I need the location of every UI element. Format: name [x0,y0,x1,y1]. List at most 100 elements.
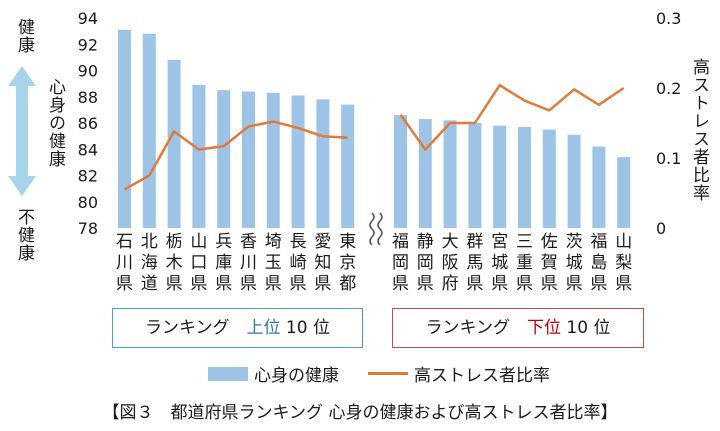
rank-box-top10-highlight: 上位 [246,318,281,338]
category-label: 佐 [541,232,558,252]
health-bar [418,119,432,228]
health-bar [242,91,255,228]
axis-break-left [369,212,375,246]
category-label: 県 [590,274,607,294]
category-label: 兵 [215,232,232,252]
left-tick-label: 92 [78,35,98,54]
left-tick-label: 88 [78,88,98,107]
left-tick-label: 94 [78,9,98,28]
health-bar [394,115,407,228]
category-label: 県 [466,274,483,294]
rank-box-top10-post: 10 位 [280,318,330,338]
left-tick-label: 80 [78,193,98,212]
category-label: 城 [566,253,583,273]
legend-health: 心身の健康 [208,361,339,386]
category-label: 京 [339,253,356,273]
category-label: 知 [314,253,331,273]
category-label: 梨 [615,253,632,273]
health-bar [617,157,631,228]
category-label: 静 [417,232,434,252]
category-label: 茨 [566,232,583,252]
left-axis-label-bottom: 不健康 [14,208,34,262]
left-axis-label-middle: 心身の健康 [45,78,65,168]
category-label: 県 [240,274,257,294]
category-label: 海 [141,253,158,273]
right-tick-label: 0.2 [656,79,681,98]
category-label: 道 [141,274,158,294]
category-label: 川 [116,253,133,273]
category-label: 福 [590,232,607,252]
category-label: 県 [116,274,133,294]
right-tick-label: 0.3 [656,9,681,28]
category-label: 山 [615,232,632,252]
health-bar [341,104,355,228]
legend-stress-swatch [368,372,408,375]
category-label: 香 [240,232,257,252]
category-label: 県 [290,274,307,294]
category-label: 埼 [265,232,282,252]
category-label: 県 [190,274,207,294]
health-bar [518,126,531,228]
legend-health-label: 心身の健康 [254,366,339,386]
category-label: 愛 [314,232,331,252]
right-tick-label: 0.1 [656,149,681,168]
rank-box-top10-pre: ランキング [145,318,247,338]
category-label: 岡 [392,253,409,273]
category-label: 庫 [215,253,232,273]
stress-line [123,120,348,191]
axis-break-right [377,212,383,246]
category-label: 栃 [166,232,183,252]
category-label: 福 [392,232,409,252]
right-axis-label: 高ストレス者比率 [689,58,709,202]
category-label: 県 [615,274,632,294]
category-label: 三 [516,232,533,252]
health-bar [192,84,206,228]
health-bar [542,129,556,228]
category-label: 川 [240,253,257,273]
health-bar [316,99,330,228]
category-label: 県 [541,274,558,294]
category-label: 県 [215,274,232,294]
category-label: 阪 [442,253,459,273]
category-label: 府 [442,274,459,294]
category-label: 崎 [290,253,307,273]
health-bar [167,60,181,228]
category-label: 大 [442,232,459,252]
category-label: 県 [491,274,508,294]
category-label: 山 [190,232,207,252]
figure-caption: 【図３ 都道府県ランキング 心身の健康および高ストレス者比率】 [102,403,618,423]
category-label: 宮 [491,232,508,252]
left-tick-label: 86 [78,114,98,133]
health-bar [493,125,507,228]
stress-line [399,83,625,151]
category-label: 群 [466,232,483,252]
legend-health-swatch [208,366,248,381]
health-bar [443,120,457,228]
health-bar [592,146,606,228]
rank-box-bottom10: ランキング 下位 10 位 [392,308,644,348]
health-bar [217,90,231,228]
legend-stress-label: 高ストレス者比率 [414,366,550,386]
category-label: 県 [566,274,583,294]
left-tick-label: 90 [78,62,98,81]
category-label: 木 [166,253,183,273]
category-label: 県 [265,274,282,294]
category-label: 玉 [265,253,282,273]
category-label: 県 [392,274,409,294]
category-label: 県 [166,274,183,294]
category-label: 岡 [417,253,434,273]
rank-box-bottom10-pre: ランキング [425,318,528,338]
category-label: 県 [314,274,331,294]
category-label: 石 [116,232,133,252]
left-tick-label: 82 [78,167,98,186]
health-bar [142,33,156,228]
health-bar [567,134,581,228]
category-label: 賀 [541,253,558,273]
category-label: 県 [516,274,533,294]
category-label: 東 [339,232,356,252]
category-label: 城 [491,253,508,273]
health-bar [266,92,280,228]
category-label: 県 [417,274,434,294]
category-label: 長 [290,232,307,252]
